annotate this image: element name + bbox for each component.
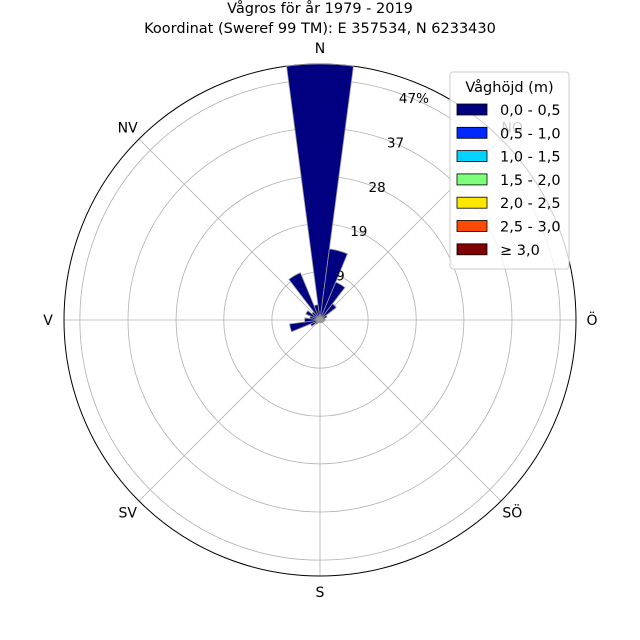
direction-label: N [315, 41, 325, 57]
legend-swatch [456, 173, 488, 186]
legend-swatch [456, 150, 488, 163]
legend-entries: 0,0 - 0,5 0,5 - 1,0 1,0 - 1,5 1,5 - 2,0 2,0 … [456, 103, 561, 259]
direction-label: Ö [586, 311, 597, 329]
radial-tick-label: 47% [399, 91, 429, 107]
legend-label: ≥ 3,0 [500, 243, 540, 259]
bar-0-345 [313, 304, 321, 321]
legend-swatch [456, 126, 488, 139]
legend: Våghöjd (m) 0,0 - 0,5 0,5 - 1,0 1,0 - 1,5 1… [449, 71, 570, 270]
legend-label: 0,5 - 1,0 [500, 126, 561, 142]
bar-0-270 [304, 317, 321, 323]
direction-label: SV [118, 505, 137, 521]
radial-tick-label: 19 [350, 224, 367, 240]
legend-frame [449, 71, 570, 270]
chart-subtitle: Koordinat (Sweref 99 TM): E 357534, N 62… [144, 21, 496, 37]
bar-0-0 [286, 63, 354, 321]
legend-swatch [456, 243, 488, 256]
radial-tick-label: 37 [387, 136, 404, 152]
legend-label: 1,0 - 1,5 [500, 150, 561, 166]
radial-tick-label: 28 [369, 180, 386, 196]
polar-labels: NNVVSVSSÖÖNO919283747% [43, 41, 597, 601]
direction-label: V [43, 313, 53, 329]
grid-spoke-7 [138, 138, 321, 321]
bar-0-330 [288, 272, 321, 321]
bar-0-255 [289, 319, 321, 333]
legend-swatch [456, 220, 488, 232]
bar-0-30 [319, 281, 346, 321]
direction-label: NV [118, 121, 138, 137]
grid-spoke-5 [138, 319, 321, 502]
bar-0-45 [319, 303, 337, 321]
direction-label: SÖ [502, 503, 522, 521]
legend-label: 0,0 - 0,5 [500, 103, 561, 119]
legend-swatch [456, 103, 488, 116]
chart-title: Vågros för år 1979 - 2019 [227, 0, 413, 17]
legend-label: 2,5 - 3,0 [500, 220, 561, 236]
legend-label: 2,0 - 2,5 [500, 196, 561, 212]
bar-0-15 [319, 248, 348, 321]
wave-bars [286, 63, 354, 333]
direction-label: S [316, 585, 325, 601]
radial-tick-label: 9 [336, 269, 345, 285]
polar-grid [63, 63, 577, 577]
grid-spoke-3 [319, 319, 502, 502]
legend-label: 1,5 - 2,0 [500, 173, 561, 189]
legend-swatch [456, 196, 488, 209]
legend-title: Våghöjd (m) [465, 79, 553, 96]
bar-0-60 [319, 314, 328, 321]
